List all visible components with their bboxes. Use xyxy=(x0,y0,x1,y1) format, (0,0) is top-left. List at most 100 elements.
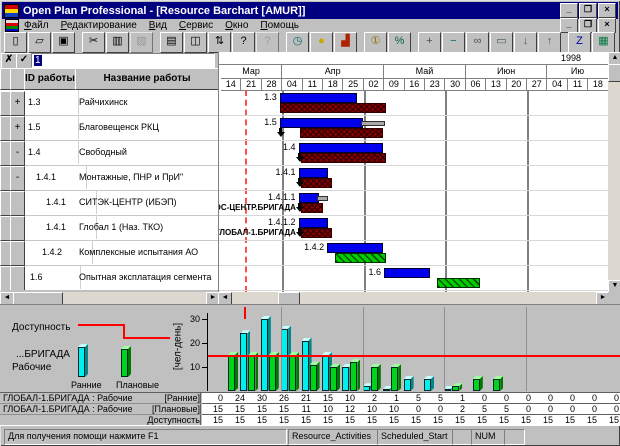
sort-icon[interactable]: ⇅ xyxy=(208,32,231,53)
copy-icon[interactable]: ▥ xyxy=(106,32,129,53)
barchart-icon[interactable]: ▟ xyxy=(334,32,357,53)
table-row[interactable]: 1.4.1 Глобал 1 (Наз. ТКО) xyxy=(0,215,218,241)
expander-cell[interactable]: - xyxy=(10,141,25,166)
menu-item-3[interactable]: Сервис xyxy=(178,20,214,31)
time-analysis-icon[interactable]: ◷ xyxy=(286,32,309,53)
gantt-bar-early[interactable] xyxy=(279,118,363,128)
print-preview-icon[interactable]: ◫ xyxy=(184,32,207,53)
gantt-bar-baseline[interactable] xyxy=(301,153,386,163)
gantt-hscroll-track[interactable] xyxy=(218,292,608,304)
gantt-row: 1.4.1.2 ГЛОБАЛ-1.БРИГАДА xyxy=(219,215,609,241)
expander-cell[interactable]: - xyxy=(10,166,25,191)
move-up-icon[interactable]: ↑ xyxy=(538,32,561,53)
y-tick-mark xyxy=(202,343,207,344)
cut-icon[interactable]: ✂ xyxy=(82,32,105,53)
table-row[interactable]: +1.3 Райчихинск xyxy=(0,90,218,116)
mdi-restore-button[interactable]: ❐ xyxy=(579,18,597,33)
task-id-cell: 1.5 xyxy=(24,115,79,139)
app-icon[interactable] xyxy=(4,3,19,18)
gantt-bar-early[interactable] xyxy=(298,168,329,178)
column-header-id[interactable]: ID работы xyxy=(24,68,76,90)
table-row[interactable]: -1.4 Свободный xyxy=(0,140,218,166)
resource-table-row: ГЛОБАЛ-1.БРИГАДА : Рабочие [Ранние] 0 24 30 2… xyxy=(0,393,620,404)
gantt-bar-early[interactable] xyxy=(298,143,384,153)
gantt-vscroll-track[interactable] xyxy=(608,64,620,280)
window-title: Open Plan Professional - [Resource Barch… xyxy=(23,4,306,17)
gantt-bar-early[interactable] xyxy=(327,243,384,253)
restore-button[interactable]: ❐ xyxy=(579,3,597,18)
unlink-activities-icon[interactable]: ▭ xyxy=(490,32,513,53)
week-header-cell: 14 xyxy=(221,79,242,91)
y-axis-label: [чел-день] xyxy=(172,322,184,371)
menu-item-0[interactable]: Файл xyxy=(24,20,49,31)
print-icon[interactable]: ▤ xyxy=(160,32,183,53)
toolbar: ▯▱▣✂▥▧▤◫⇅??◷●▟①%+−∞▭↓↑Z▦▨▨ xyxy=(2,32,620,53)
histogram-planned-bar-side xyxy=(235,352,238,391)
expander-cell[interactable]: + xyxy=(10,116,25,141)
help-icon[interactable]: ? xyxy=(232,32,255,53)
month-gridline xyxy=(282,90,285,292)
cancel-edit-button[interactable]: ✗ xyxy=(1,53,17,69)
table-row[interactable]: -1.4.1 Монтажные, ПНР и ПрИ" xyxy=(0,165,218,191)
column-header-name[interactable]: Название работы xyxy=(75,68,219,90)
resource-value-cell: 2 xyxy=(356,393,379,404)
gantt-rows: 1.3 1.5 1.4 1.4.1 1.4.1.1 ТЭС-ЦЕНТР.БРИГАДА 1.… xyxy=(219,90,609,292)
y-tick-label: 10 xyxy=(189,362,200,372)
gantt-bar-baseline[interactable] xyxy=(301,178,332,188)
new-icon[interactable]: ▯ xyxy=(4,32,27,53)
y-axis-line xyxy=(207,313,208,391)
histogram-planned-bar-side xyxy=(378,364,381,391)
week-header-cell: 04 xyxy=(282,79,303,91)
gantt-bar-baseline[interactable] xyxy=(279,103,386,113)
histogram-early-bar-top xyxy=(444,386,454,389)
legend-planned-bar-side xyxy=(128,346,131,377)
expander-cell[interactable] xyxy=(10,266,25,290)
menu-item-1[interactable]: Редактирование xyxy=(60,20,137,31)
gantt-bar-early[interactable] xyxy=(279,93,357,103)
open-icon[interactable]: ▱ xyxy=(28,32,51,53)
resource-icon[interactable]: ● xyxy=(310,32,333,53)
menu-item-2[interactable]: Вид xyxy=(148,20,167,31)
y-tick-mark xyxy=(202,367,207,368)
table-row[interactable]: 1.6 Опытная эксплатация сегмента xyxy=(0,265,218,290)
edit-input[interactable]: 1 xyxy=(31,53,215,68)
gantt-bar-float[interactable] xyxy=(436,278,480,288)
zoom-timescale-icon[interactable]: Z xyxy=(568,32,591,53)
screen-view-icon[interactable]: ▦ xyxy=(592,32,615,53)
gantt-vscroll-thumb[interactable] xyxy=(608,64,620,82)
minimize-button[interactable]: _ xyxy=(560,3,578,18)
expander-cell[interactable] xyxy=(10,191,25,216)
close-button[interactable]: × xyxy=(598,3,616,18)
mdi-close-button[interactable]: × xyxy=(598,18,616,33)
month-gridline xyxy=(363,90,366,292)
gantt-bar-early[interactable] xyxy=(298,193,320,203)
menu-item-4[interactable]: Окно xyxy=(225,20,249,31)
expander-cell[interactable] xyxy=(10,216,25,241)
week-header-cell: 11 xyxy=(567,79,589,91)
gantt-row: 1.4.1.1 ТЭС-ЦЕНТР.БРИГАДА xyxy=(219,190,609,216)
move-down-icon[interactable]: ↓ xyxy=(514,32,537,53)
gantt-bar-baseline[interactable] xyxy=(301,203,323,213)
percent-complete-icon[interactable]: % xyxy=(388,32,411,53)
menu-item-5[interactable]: Помощь xyxy=(260,20,300,31)
gantt-scroll-left-button[interactable]: ◄ xyxy=(218,292,232,306)
gantt-bar-id-label: 1.4 xyxy=(283,142,296,152)
delete-activity-icon[interactable]: − xyxy=(442,32,465,53)
expander-cell[interactable]: + xyxy=(10,91,25,116)
cost-icon[interactable]: ① xyxy=(364,32,387,53)
mdi-minimize-button[interactable]: _ xyxy=(560,18,578,33)
gantt-bar-float[interactable] xyxy=(335,253,386,263)
mdi-child-icon[interactable] xyxy=(5,19,19,32)
table-row[interactable]: 1.4.1 СИТЭК-ЦЕНТР (ИБЭП) xyxy=(0,190,218,216)
confirm-edit-button[interactable]: ✓ xyxy=(16,53,32,69)
save-icon[interactable]: ▣ xyxy=(52,32,75,53)
gantt-bar-early[interactable] xyxy=(298,218,329,228)
expander-cell[interactable] xyxy=(10,241,25,266)
add-activity-icon[interactable]: + xyxy=(418,32,441,53)
gantt-bar-early[interactable] xyxy=(383,268,431,278)
table-row[interactable]: +1.5 Благовещенск РКЦ xyxy=(0,115,218,141)
gantt-bar-baseline[interactable] xyxy=(300,128,384,138)
link-activities-icon[interactable]: ∞ xyxy=(466,32,489,53)
table-row[interactable]: 1.4.2 Комплексные испытания АО xyxy=(0,240,218,266)
gantt-bar-baseline[interactable] xyxy=(301,228,332,238)
